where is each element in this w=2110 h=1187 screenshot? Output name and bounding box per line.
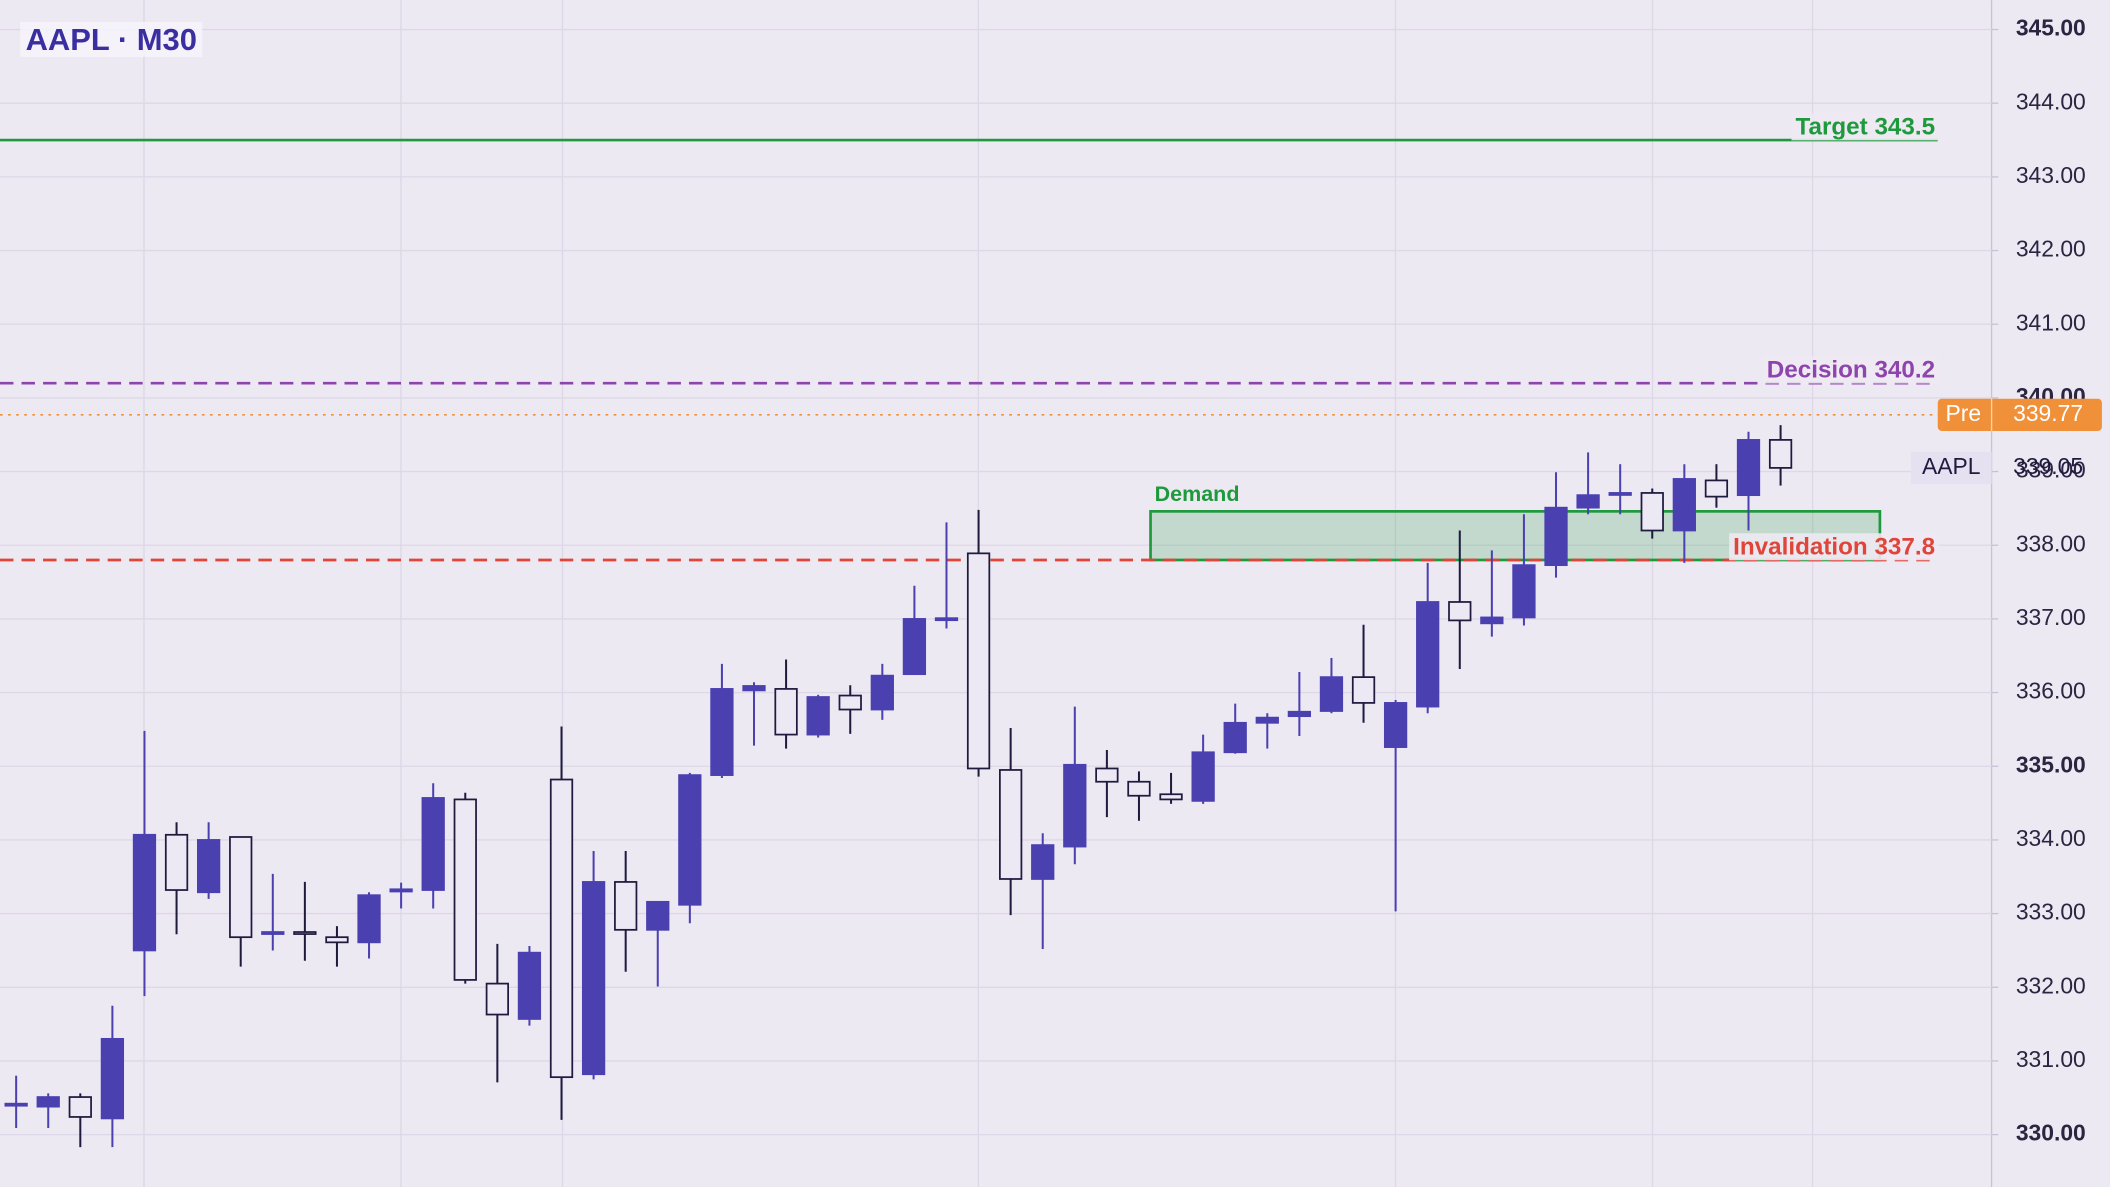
- candle-body: [389, 888, 413, 893]
- candle-body: [1159, 793, 1183, 801]
- last-value: 339.05: [2013, 453, 2083, 479]
- candle-body: [1031, 844, 1055, 880]
- candle-body: [1287, 710, 1312, 718]
- candle-body: [36, 1096, 60, 1108]
- y-tick-label: 335.00: [2016, 751, 2086, 777]
- candle-body: [966, 552, 991, 770]
- candle-body: [934, 617, 959, 622]
- candle-body: [581, 881, 606, 1076]
- candle-body: [164, 833, 189, 891]
- candle-body: [1255, 716, 1279, 724]
- candle-body: [1448, 601, 1472, 622]
- candle-body: [1063, 763, 1087, 848]
- candle-body: [1736, 439, 1761, 497]
- premarket-value: 339.77: [2013, 400, 2083, 426]
- candle-body: [4, 1102, 28, 1107]
- level-label-bg: [1762, 356, 1940, 384]
- level-label: Target 343.5: [1796, 113, 1936, 140]
- candle-body: [902, 618, 927, 676]
- y-tick-label: 341.00: [2016, 309, 2086, 335]
- premarket-tag-label: Pre: [1946, 400, 1982, 426]
- y-tick-label: 330.00: [2016, 1120, 2086, 1146]
- chart-title: AAPL · M30: [26, 22, 197, 57]
- candle-body: [453, 798, 477, 981]
- premarket-tag: [1937, 398, 2102, 431]
- candle-body: [229, 836, 253, 939]
- candle-body: [1416, 601, 1440, 708]
- candle-body: [1223, 721, 1247, 754]
- y-tick-label: 333.00: [2016, 899, 2086, 925]
- candle-body: [646, 900, 670, 931]
- candle-body: [678, 774, 702, 906]
- candle-body: [838, 694, 862, 711]
- candle-body: [1768, 439, 1793, 469]
- candle-body: [774, 688, 798, 736]
- candle-body: [261, 931, 285, 935]
- title-bg: [20, 21, 203, 57]
- candle-body: [742, 685, 766, 692]
- candle-body: [325, 936, 349, 944]
- y-tick-label: 336.00: [2016, 678, 2086, 704]
- candle-body: [293, 931, 317, 935]
- candle-body: [517, 951, 542, 1020]
- candle-body: [1576, 494, 1600, 509]
- candle-body: [1319, 676, 1344, 712]
- candle-body: [421, 797, 445, 891]
- candle-body: [870, 674, 894, 711]
- candle-body: [806, 696, 830, 736]
- level-label: Invalidation 337.8: [1733, 533, 1935, 560]
- last-tag-label: AAPL: [1922, 453, 1980, 479]
- candle-body: [1704, 479, 1729, 498]
- candle-body: [1608, 492, 1632, 496]
- candle-body: [549, 778, 574, 1079]
- candle-body: [614, 881, 638, 931]
- y-tick-label: 342.00: [2016, 236, 2086, 262]
- candle-body: [1544, 506, 1568, 567]
- y-tick-label: 345.00: [2016, 15, 2086, 41]
- level-label: Decision 340.2: [1767, 356, 1935, 383]
- candle-body: [1127, 780, 1151, 797]
- candle-body: [999, 769, 1023, 880]
- y-tick-label: 344.00: [2016, 88, 2086, 114]
- candle-body: [1512, 564, 1536, 619]
- candle-body: [1480, 616, 1504, 625]
- time-grid: [143, 0, 1814, 1187]
- candle-body: [1351, 676, 1376, 704]
- candle-body: [1383, 702, 1408, 748]
- y-tick-label: 334.00: [2016, 825, 2086, 851]
- y-tick-label: 339.00: [2016, 457, 2086, 483]
- candle-body: [1640, 492, 1664, 532]
- candle-body: [100, 1037, 125, 1120]
- y-tick-label: 343.00: [2016, 162, 2086, 188]
- last-tag: [1910, 451, 1992, 485]
- y-tick-label: 338.00: [2016, 530, 2086, 556]
- y-tick-label: 331.00: [2016, 1046, 2086, 1072]
- candle-body: [132, 833, 157, 952]
- level-label-bg: [1791, 113, 1940, 141]
- y-tick-label: 332.00: [2016, 972, 2086, 998]
- candle-body: [1095, 767, 1119, 783]
- candle-body: [68, 1096, 92, 1118]
- candle-body: [485, 982, 509, 1016]
- y-tick-label: 337.00: [2016, 604, 2086, 630]
- candle-body: [1672, 478, 1696, 532]
- candle-body: [1191, 751, 1215, 802]
- candle-body: [196, 839, 221, 894]
- candle-body: [710, 688, 734, 776]
- zone-label: Demand: [1155, 482, 1240, 506]
- level-label-bg: [1729, 533, 1940, 561]
- candle-body: [357, 894, 381, 944]
